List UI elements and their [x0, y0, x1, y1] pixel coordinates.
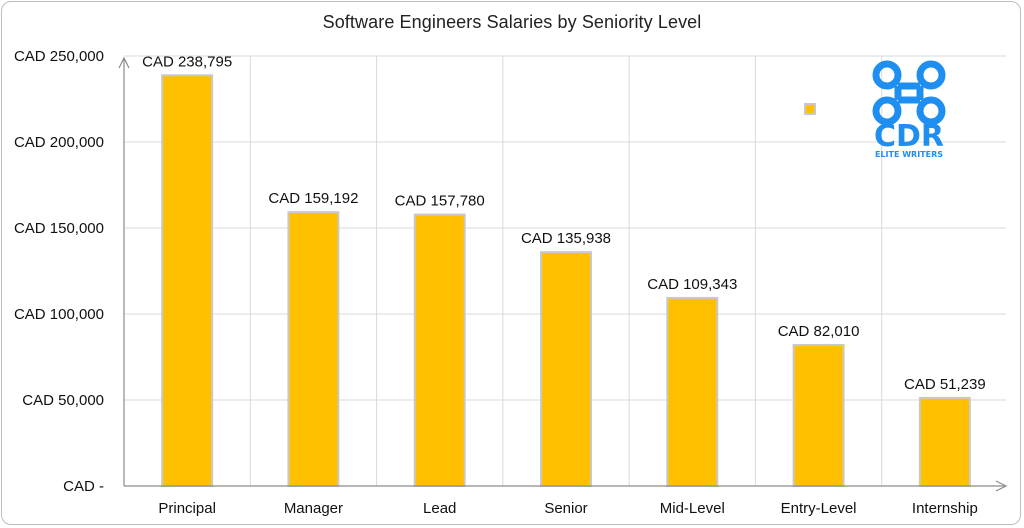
y-tick-label: CAD 200,000 — [14, 134, 104, 151]
y-tick-label: CAD 100,000 — [14, 306, 104, 323]
x-tick-label: Internship — [912, 500, 978, 517]
data-label: CAD 238,795 — [142, 53, 232, 70]
chart-title: Software Engineers Salaries by Seniority… — [322, 12, 702, 32]
command-key-icon — [872, 60, 946, 126]
data-label: CAD 157,780 — [395, 193, 485, 210]
y-tick-label: CAD 50,000 — [22, 392, 104, 409]
x-tick-label: Senior — [544, 500, 587, 517]
bar — [287, 211, 340, 487]
bar — [918, 396, 971, 488]
y-axis-arrow — [118, 56, 130, 69]
axes — [118, 56, 1008, 492]
logo-tagline: ELITE WRITERS — [875, 150, 943, 159]
x-tick-label: Manager — [284, 500, 343, 517]
y-tick-label: CAD 250,000 — [14, 48, 104, 65]
data-label: CAD 51,239 — [904, 376, 986, 393]
bar — [792, 343, 845, 488]
data-label: CAD 109,343 — [647, 276, 737, 293]
bars — [161, 74, 971, 488]
bar — [540, 251, 592, 487]
x-tick-label: Mid-Level — [660, 500, 725, 517]
logo-wordmark: CDR — [874, 119, 944, 154]
gridlines — [124, 55, 1006, 486]
x-tick-label: Lead — [423, 500, 456, 517]
labels: CAD - CAD 50,000 CAD 100,000 CAD 150,000 CAD… — [14, 48, 986, 517]
x-tick-label: Entry-Level — [781, 500, 857, 517]
data-label: CAD 159,192 — [268, 190, 358, 207]
data-label: CAD 82,010 — [778, 323, 860, 340]
y-tick-label: CAD - — [63, 478, 104, 495]
x-axis-arrow — [995, 480, 1008, 492]
legend-marker — [804, 103, 816, 115]
bar — [161, 74, 214, 487]
x-tick-label: Principal — [158, 500, 216, 517]
data-label: CAD 135,938 — [521, 230, 611, 247]
y-tick-label: CAD 150,000 — [14, 220, 104, 237]
bar — [666, 296, 719, 488]
brand-logo: CDR ELITE WRITERS — [872, 60, 946, 159]
bar — [413, 213, 466, 487]
